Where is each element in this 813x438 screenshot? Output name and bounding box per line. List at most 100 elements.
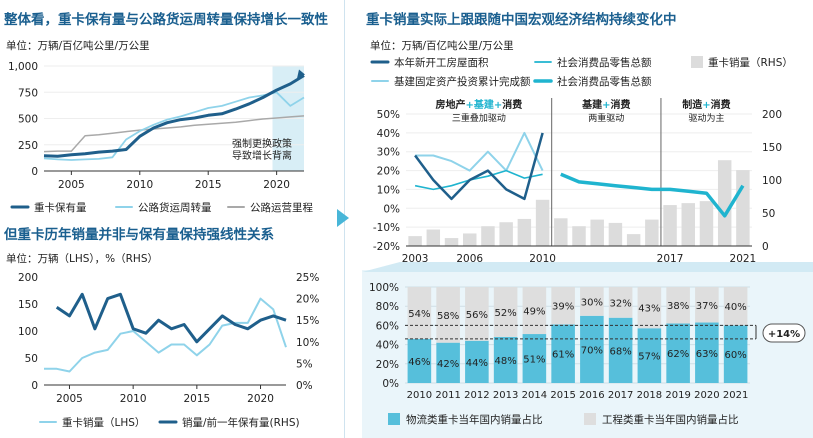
y-left-tick-label: 10% [377, 184, 400, 196]
data-label-engineering: 37% [696, 301, 718, 312]
y-left-tick-label: 0 [31, 380, 38, 392]
y-tick-label: 0 [31, 166, 38, 178]
y-right-tick-label: 0% [296, 380, 313, 392]
x-tick-label: 2017 [608, 390, 633, 401]
legend-infra: 基建固定资产投资累计完成额 [394, 75, 531, 88]
data-label-logistics: 44% [466, 358, 488, 369]
bar-sales-2021 [736, 170, 750, 246]
y-right-tick-label: 10% [296, 337, 319, 349]
bar-logistics-2017 [608, 317, 633, 383]
bar-sales-2013 [590, 219, 604, 246]
y-right-tick-label: 50 [762, 208, 775, 220]
legend-sales: 重卡销量（LHS） [62, 416, 145, 429]
legend-engineering-swatch [584, 413, 596, 425]
data-label-engineering: 49% [523, 307, 545, 318]
x-tick-label: 2015 [195, 179, 222, 191]
bar-sales-2007 [481, 226, 495, 246]
bar-engineering-2011 [436, 287, 460, 343]
bar-logistics-2016 [580, 315, 604, 383]
bar-engineering-2021 [723, 287, 748, 326]
x-tick-label: 2020 [694, 390, 719, 401]
bar-engineering-2016 [580, 287, 604, 316]
legend-ownership: 重卡保有量 [34, 201, 87, 214]
bar-logistics-2018 [637, 328, 662, 383]
x-tick-label: 2015 [550, 390, 575, 401]
period-label-1: 基建+消费 [581, 98, 630, 111]
data-label-logistics: 63% [696, 349, 718, 360]
series-line-retail [560, 172, 745, 218]
y-left-tick-label: -20% [373, 241, 400, 253]
y-right-tick-label: 5% [296, 358, 313, 370]
y-tick-label: 1,000 [8, 61, 38, 73]
x-tick-label: 2013 [493, 390, 518, 401]
bar-sales-2020 [717, 160, 732, 246]
data-label-logistics: 48% [495, 356, 517, 367]
legend-retail-bold: 社会消费品零售总额 [557, 75, 652, 88]
period-label-0: 房地产+基建+消费 [435, 98, 522, 111]
data-label-logistics: 60% [725, 350, 747, 361]
y-right-tick-label: 100 [762, 175, 782, 187]
change-badge [762, 323, 806, 343]
x-tick-label: 2012 [464, 390, 489, 401]
y-left-tick-label: 20% [377, 166, 400, 178]
y-tick-label: 100% [369, 282, 399, 294]
series-line-infra [415, 131, 544, 172]
bar-sales-2009 [517, 218, 532, 246]
bar-sales-2012 [572, 226, 586, 246]
data-label-engineering: 43% [638, 304, 660, 315]
y-tick-label: 60% [376, 320, 399, 332]
bar-engineering-2020 [695, 287, 719, 323]
y-left-tick-label: 150 [18, 299, 38, 311]
bar-sales-2018 [681, 203, 696, 246]
bar-sales-2003 [408, 236, 422, 246]
y-right-tick-label: 200 [762, 109, 782, 121]
data-label-engineering: 39% [552, 302, 574, 313]
bar-sales-2011 [554, 218, 568, 246]
series-line-sales [44, 297, 287, 373]
bar-engineering-2013 [493, 287, 518, 337]
arrow-right-icon [337, 209, 349, 227]
data-label-logistics: 42% [437, 359, 459, 370]
period-sublabel-1: 两重驱动 [588, 112, 624, 124]
data-label-logistics: 51% [523, 355, 545, 366]
x-tick-label: 2019 [665, 390, 690, 401]
y-left-tick-label: -10% [373, 222, 400, 234]
data-label-engineering: 32% [610, 298, 632, 309]
bottom-left-unit: 单位：万辆（LHS），%（RHS） [6, 253, 158, 265]
y-tick-label: 80% [376, 301, 399, 313]
legend-mileage: 公路运营里程 [250, 201, 313, 214]
x-tick-label: 2018 [637, 390, 662, 401]
y-left-tick-label: 50% [377, 109, 400, 121]
bar-engineering-2015 [551, 287, 575, 325]
y-left-tick-label: 50 [25, 353, 38, 365]
x-tick-label: 2016 [579, 390, 604, 401]
data-label-logistics: 61% [552, 350, 574, 361]
y-tick-label: 250 [18, 140, 38, 152]
x-tick-label: 2005 [56, 393, 83, 405]
y-tick-label: 20% [376, 359, 399, 371]
data-label-logistics: 70% [581, 345, 603, 356]
series-line-ratio [55, 292, 287, 344]
x-tick-label: 2021 [723, 390, 748, 401]
bar-sales-2005 [444, 238, 459, 246]
data-label-engineering: 40% [725, 302, 747, 313]
legend-bars: 重卡销量（RHS） [708, 56, 793, 69]
x-tick-label: 2020 [247, 393, 274, 405]
bar-engineering-2012 [465, 287, 489, 341]
bar-sales-2019 [699, 201, 714, 246]
y-right-tick-label: 25% [296, 272, 319, 284]
data-label-engineering: 54% [408, 309, 430, 320]
data-label-logistics: 57% [638, 352, 660, 363]
panel-top-strip [362, 262, 813, 272]
bar-logistics-2010 [407, 338, 432, 383]
data-label-engineering: 30% [581, 297, 603, 308]
data-label-engineering: 56% [466, 310, 488, 321]
bar-sales-2008 [499, 222, 513, 246]
y-right-tick-label: 150 [762, 142, 782, 154]
data-label-logistics: 46% [408, 357, 430, 368]
bar-logistics-2012 [465, 340, 489, 383]
x-tick-label: 2005 [58, 179, 85, 191]
right-title: 重卡销量实际上跟跟随中国宏观经济结构持续变化中 [366, 12, 677, 28]
series-line-retail-early [414, 169, 543, 191]
